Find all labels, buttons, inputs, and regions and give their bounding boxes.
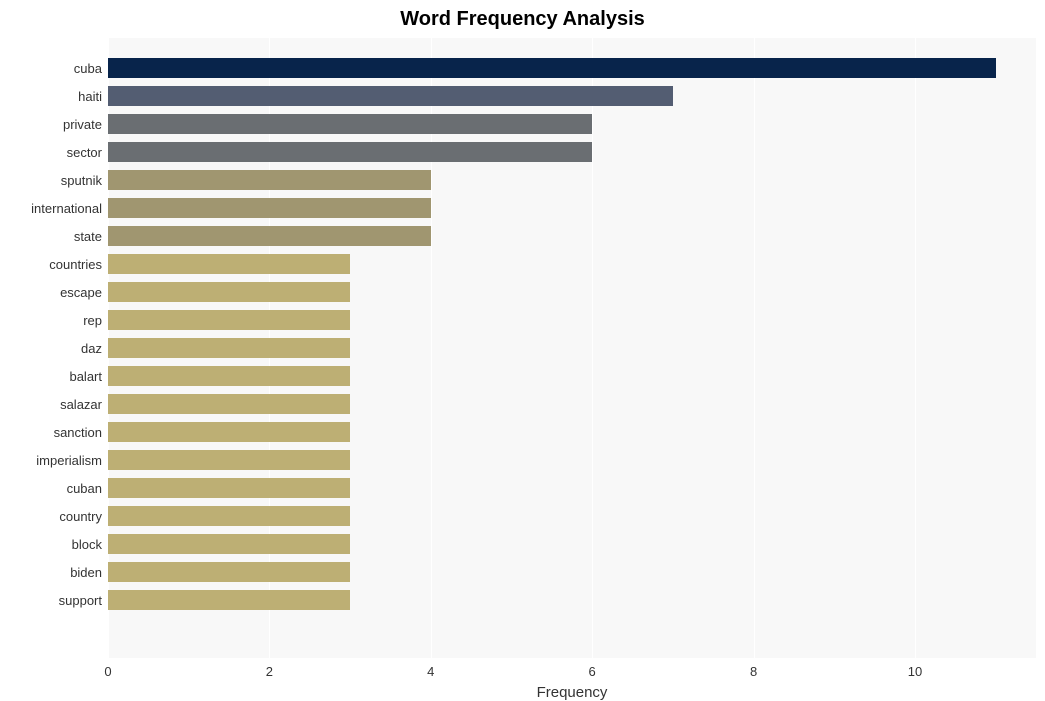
- y-tick-label: sector: [0, 145, 102, 160]
- bar-row: [108, 590, 350, 610]
- bar-row: [108, 394, 350, 414]
- bar-row: [108, 198, 431, 218]
- y-tick-label: biden: [0, 565, 102, 580]
- bar: [108, 534, 350, 554]
- x-tick-label: 8: [750, 664, 757, 679]
- bar: [108, 338, 350, 358]
- bar: [108, 366, 350, 386]
- y-tick-label: sanction: [0, 425, 102, 440]
- bar: [108, 114, 592, 134]
- bar-row: [108, 366, 350, 386]
- y-tick-label: countries: [0, 257, 102, 272]
- bar: [108, 590, 350, 610]
- bar: [108, 58, 996, 78]
- y-tick-label: imperialism: [0, 453, 102, 468]
- gridline: [754, 38, 755, 658]
- word-frequency-chart: Word Frequency Analysis Frequency 0 2 4 6 8 1…: [0, 0, 1045, 701]
- bar-row: [108, 506, 350, 526]
- bar-row: [108, 450, 350, 470]
- y-tick-label: daz: [0, 341, 102, 356]
- bar: [108, 478, 350, 498]
- y-tick-label: support: [0, 593, 102, 608]
- y-tick-label: cuba: [0, 61, 102, 76]
- x-tick-label: 4: [427, 664, 434, 679]
- y-tick-label: sputnik: [0, 173, 102, 188]
- bar: [108, 394, 350, 414]
- x-tick-label: 6: [589, 664, 596, 679]
- bar-row: [108, 86, 673, 106]
- y-tick-label: balart: [0, 369, 102, 384]
- bar-row: [108, 478, 350, 498]
- bar: [108, 198, 431, 218]
- bar: [108, 450, 350, 470]
- y-tick-label: private: [0, 117, 102, 132]
- bar: [108, 86, 673, 106]
- plot-area: [108, 38, 1036, 658]
- bar: [108, 226, 431, 246]
- bar-row: [108, 422, 350, 442]
- chart-title: Word Frequency Analysis: [0, 8, 1045, 31]
- bar-row: [108, 282, 350, 302]
- bar: [108, 282, 350, 302]
- bar-row: [108, 142, 592, 162]
- bar-row: [108, 338, 350, 358]
- bar-row: [108, 534, 350, 554]
- y-tick-label: cuban: [0, 481, 102, 496]
- bar: [108, 422, 350, 442]
- y-tick-label: country: [0, 509, 102, 524]
- bar-row: [108, 310, 350, 330]
- y-tick-label: haiti: [0, 89, 102, 104]
- y-tick-label: international: [0, 201, 102, 216]
- bar-row: [108, 170, 431, 190]
- y-tick-label: escape: [0, 285, 102, 300]
- x-tick-label: 0: [104, 664, 111, 679]
- gridline: [915, 38, 916, 658]
- y-tick-label: salazar: [0, 397, 102, 412]
- x-tick-label: 2: [266, 664, 273, 679]
- bar: [108, 562, 350, 582]
- bar-row: [108, 114, 592, 134]
- gridline: [592, 38, 593, 658]
- bar-row: [108, 562, 350, 582]
- x-axis-label: Frequency: [108, 684, 1036, 701]
- bar: [108, 170, 431, 190]
- bar-row: [108, 226, 431, 246]
- bar-row: [108, 58, 996, 78]
- bar: [108, 142, 592, 162]
- bar: [108, 310, 350, 330]
- y-tick-label: rep: [0, 313, 102, 328]
- y-tick-label: block: [0, 537, 102, 552]
- bar: [108, 506, 350, 526]
- x-tick-label: 10: [908, 664, 922, 679]
- bar-row: [108, 254, 350, 274]
- y-tick-label: state: [0, 229, 102, 244]
- bar: [108, 254, 350, 274]
